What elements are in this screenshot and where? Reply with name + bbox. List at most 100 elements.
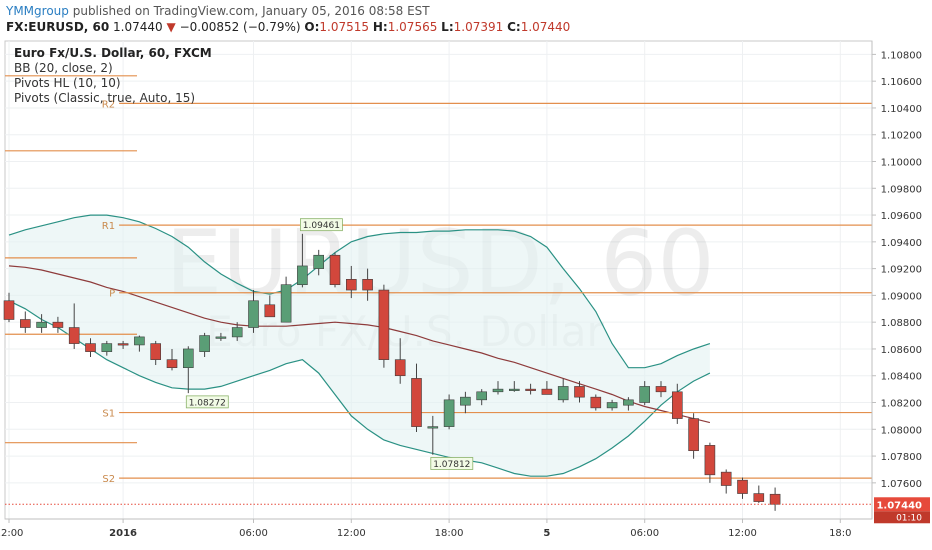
candle [655,381,667,398]
candle-body [623,399,634,406]
low-value: 1.07391 [453,20,504,34]
candle-body [557,386,569,401]
publisher-link[interactable]: YMMgroup [6,4,69,18]
candle [36,314,47,333]
candle-body [606,402,618,409]
candle [345,265,357,299]
candle-body [166,359,178,369]
candle [101,340,113,356]
candle-body [769,493,781,505]
candle-body [313,254,325,269]
pivot-label-r2: R2 [102,99,115,110]
candle [248,290,259,333]
price-chart[interactable]: EURUSD, 60Euro FX/U.S. DollarR2R1PS1S21.… [0,40,932,550]
candle [183,346,194,394]
high-value: 1.07565 [387,20,438,34]
x-tick-label: 06:00 [630,528,659,539]
pivot-label-s1: S1 [102,409,115,420]
candle [3,292,15,323]
x-tick-label: 18:00 [435,528,464,539]
candle-body [85,343,96,352]
candle [52,316,64,333]
candle [737,477,748,499]
candle-body [688,418,699,452]
candle-body [134,336,145,346]
y-tick-label: 1.08200 [881,399,922,410]
pivot-hl-box [185,395,229,409]
candle [460,391,471,414]
candle-body [329,254,341,285]
close-label: C: [507,20,521,34]
candle [541,381,553,395]
candle-body [378,289,390,360]
candle [313,249,325,276]
candle-body [231,327,243,338]
symbol-timeframe: FX:EURUSD, 60 [6,20,110,34]
x-tick-label: 12:00 [0,528,23,539]
y-tick-label: 1.09400 [881,238,922,249]
candle-body [345,279,357,291]
y-tick-label: 1.10600 [881,77,922,88]
candle-body [655,386,667,393]
legend-pivots-classic[interactable]: Pivots (Classic, true, Auto, 15) [14,91,196,105]
candle-body [150,343,161,360]
candle-body [525,388,536,391]
indicator-legend: Euro Fx/U.S. Dollar, 60, FXCM BB (20, cl… [14,46,212,106]
quote-line: FX:EURUSD, 60 1.07440 ▼ −0.00852 (−0.79%… [6,20,570,34]
candle-body [671,391,683,419]
x-tick-label: 12:00 [728,528,757,539]
y-tick-label: 1.07800 [881,452,922,463]
price-change: −0.00852 (−0.79%) [179,20,301,34]
pivot-hl-label: 1.09461 [303,221,340,231]
candle [280,276,292,323]
candle [704,442,716,483]
y-tick-label: 1.10400 [881,104,922,115]
bb-lower-line [8,300,711,477]
y-tick-label: 1.08600 [881,345,922,356]
high-label: H: [372,20,388,34]
bb-fill [9,215,710,477]
bb-upper-line [8,214,711,369]
candle-body [476,391,488,401]
candle [215,332,227,341]
y-tick-label: 1.10800 [881,50,922,61]
candle-body [362,279,373,291]
candle-body [394,359,406,377]
legend-symbol-title[interactable]: Euro Fx/U.S. Dollar, 60, FXCM [14,46,212,60]
y-tick-label: 1.09200 [881,265,922,276]
countdown-label: 01:10 [896,513,922,523]
candle-body [199,335,210,352]
candle [411,363,422,432]
countdown-tag [874,511,930,524]
candle [557,378,569,403]
y-tick-label: 1.09000 [881,291,922,302]
y-tick-label: 1.08400 [881,372,922,383]
candle [574,381,585,403]
candle-body [574,386,585,398]
candle [671,383,683,424]
legend-bb[interactable]: BB (20, close, 2) [14,61,113,75]
candle [19,311,31,333]
candle-body [411,378,422,427]
candle [117,340,129,349]
candle [329,252,341,288]
y-tick-label: 1.10200 [881,131,922,142]
y-tick-label: 1.07600 [881,479,922,490]
published-text: published on TradingView.com, January 05… [72,4,430,18]
candle-body [443,399,455,427]
last-price-tag [874,497,930,512]
candle [639,381,651,406]
legend-pivots-hl[interactable]: Pivots HL (10, 10) [14,76,121,90]
y-tick-label: 1.08800 [881,318,922,329]
candle-body [215,336,227,339]
candle-body [704,445,716,476]
candle-body [508,388,520,391]
candle-body [639,386,651,403]
candle [590,394,602,411]
candle [199,332,210,357]
down-arrow-icon: ▼ [166,20,176,34]
candle [492,381,504,395]
candle [85,338,96,357]
candle [362,268,373,301]
pivot-label-s2: S2 [102,474,115,485]
